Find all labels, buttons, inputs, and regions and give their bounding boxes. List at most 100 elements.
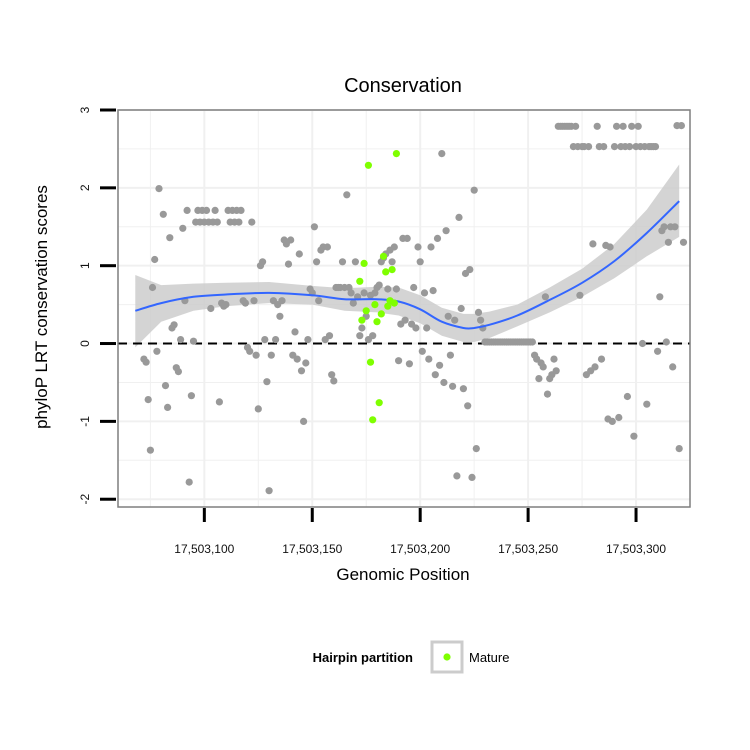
data-point-gray bbox=[543, 390, 552, 398]
data-point-gray bbox=[261, 336, 269, 344]
data-point-gray bbox=[213, 218, 221, 226]
data-point-gray bbox=[656, 293, 664, 301]
data-point-mature bbox=[360, 259, 368, 267]
legend-key-mature bbox=[443, 653, 451, 661]
data-point-gray bbox=[451, 316, 459, 324]
data-point-gray bbox=[297, 367, 306, 375]
data-point-gray bbox=[429, 287, 437, 295]
data-point-gray bbox=[671, 223, 679, 231]
data-point-mature bbox=[371, 301, 379, 309]
data-point-gray bbox=[427, 243, 435, 251]
data-point-gray bbox=[425, 355, 433, 363]
data-point-gray bbox=[628, 122, 636, 130]
data-point-gray bbox=[252, 351, 260, 359]
data-point-gray bbox=[211, 206, 219, 214]
data-point-gray bbox=[390, 243, 398, 251]
data-point-gray bbox=[442, 227, 450, 235]
data-point-gray bbox=[142, 358, 150, 366]
data-point-gray bbox=[550, 355, 558, 363]
data-point-gray bbox=[613, 122, 621, 130]
data-point-gray bbox=[420, 289, 429, 297]
x-tick-label: 17,503,200 bbox=[390, 542, 450, 556]
legend-key-box bbox=[430, 640, 464, 674]
data-point-gray bbox=[300, 417, 308, 425]
data-point-mature bbox=[364, 161, 372, 169]
data-point-gray bbox=[597, 355, 606, 363]
data-point-gray bbox=[338, 258, 347, 266]
data-point-gray bbox=[351, 258, 359, 266]
data-point-gray bbox=[410, 283, 418, 292]
data-point-gray bbox=[267, 351, 275, 359]
data-point-gray bbox=[293, 355, 301, 363]
smooth-trend-line bbox=[135, 200, 680, 330]
data-point-gray bbox=[384, 285, 392, 293]
data-point-gray bbox=[161, 382, 170, 390]
data-point-gray bbox=[459, 385, 467, 393]
data-point-gray bbox=[541, 293, 550, 301]
data-point-gray bbox=[418, 347, 426, 355]
data-point-gray bbox=[155, 185, 163, 193]
data-point-gray bbox=[185, 478, 193, 486]
data-point-gray bbox=[593, 122, 601, 130]
series-points-gray bbox=[140, 122, 688, 495]
chart-title: Conservation bbox=[344, 75, 462, 97]
data-point-gray bbox=[464, 402, 472, 410]
data-point-mature bbox=[373, 318, 381, 326]
data-point-gray bbox=[431, 371, 439, 379]
data-point-gray bbox=[358, 324, 366, 332]
x-tick-label: 17,503,300 bbox=[606, 542, 666, 556]
data-point-gray bbox=[466, 266, 474, 274]
data-point-gray bbox=[177, 336, 185, 344]
legend-title: Hairpin partition bbox=[313, 650, 413, 665]
data-point-gray bbox=[457, 304, 465, 313]
data-point-gray bbox=[630, 432, 638, 440]
data-point-gray bbox=[202, 206, 211, 214]
data-point-gray bbox=[164, 403, 172, 411]
data-point-gray bbox=[576, 291, 584, 299]
data-point-gray bbox=[328, 371, 336, 379]
data-point-gray bbox=[572, 122, 580, 130]
data-point-gray bbox=[660, 223, 668, 231]
data-point-gray bbox=[610, 143, 619, 151]
data-point-gray bbox=[287, 236, 295, 244]
data-point-gray bbox=[179, 224, 187, 232]
data-point-gray bbox=[151, 255, 159, 264]
data-point-mature bbox=[390, 299, 398, 307]
data-point-gray bbox=[477, 316, 485, 324]
data-point-gray bbox=[345, 283, 353, 292]
data-point-mature bbox=[375, 399, 383, 407]
y-tick-label: 0 bbox=[78, 340, 92, 347]
data-point-mature bbox=[356, 277, 364, 285]
data-point-mature bbox=[392, 150, 400, 158]
data-point-gray bbox=[153, 347, 161, 355]
data-point-gray bbox=[222, 301, 230, 309]
y-tick-label: 1 bbox=[78, 262, 92, 269]
data-point-gray bbox=[369, 332, 377, 340]
data-point-gray bbox=[643, 400, 651, 408]
data-point-mature bbox=[358, 316, 366, 324]
data-point-gray bbox=[388, 258, 396, 266]
data-point-gray bbox=[330, 377, 338, 385]
data-point-gray bbox=[187, 392, 195, 400]
data-point-gray bbox=[241, 299, 249, 307]
data-point-gray bbox=[323, 243, 331, 251]
data-point-gray bbox=[302, 359, 310, 367]
data-point-gray bbox=[304, 336, 312, 344]
data-point-gray bbox=[170, 321, 178, 329]
data-point-gray bbox=[654, 347, 662, 355]
data-point-gray bbox=[237, 206, 245, 214]
data-point-gray bbox=[679, 238, 688, 246]
data-point-gray bbox=[403, 234, 411, 242]
plot-area bbox=[117, 109, 691, 508]
legend-label-mature: Mature bbox=[469, 650, 509, 665]
data-point-gray bbox=[343, 191, 351, 199]
data-point-gray bbox=[623, 392, 632, 401]
data-point-gray bbox=[295, 250, 303, 258]
data-point-mature bbox=[362, 307, 370, 315]
data-point-gray bbox=[395, 357, 403, 365]
legend: Hairpin partition Mature bbox=[313, 640, 509, 674]
data-point-gray bbox=[669, 363, 677, 371]
data-point-mature bbox=[369, 416, 377, 424]
data-point-gray bbox=[677, 122, 686, 130]
